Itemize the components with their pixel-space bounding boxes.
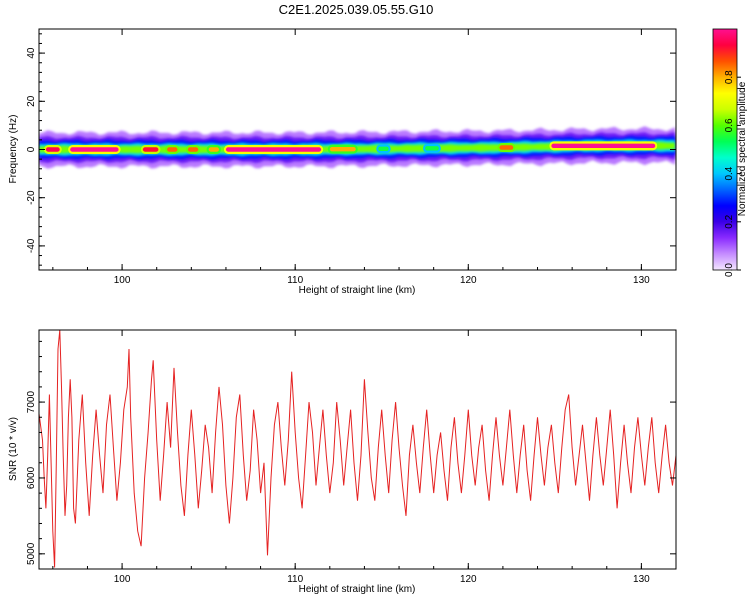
heatmap-peak <box>167 147 178 152</box>
heatmap-peak <box>551 143 656 149</box>
heatmap-peak <box>499 145 514 150</box>
heatmap-peak <box>225 147 322 152</box>
snr-x-tick-label: 130 <box>633 574 650 585</box>
heatmap-y-tick-label: -20 <box>26 190 37 205</box>
page-title: C2E1.2025.039.05.55.G10 <box>279 2 434 17</box>
heatmap-y-tick-label: 20 <box>26 95 37 107</box>
colorbar: 0.0 0.2 0.4 0.6 0.8 Normalized spectral ampl… <box>712 28 748 277</box>
snr-y-tick-label: 7000 <box>26 391 37 414</box>
snr-panel: 100 110 120 130 5000 6000 7000 Height of stra… <box>8 329 677 595</box>
colorbar-tick-label: 0.8 <box>724 70 735 84</box>
heatmap-peak <box>142 147 159 152</box>
heatmap-y-axis-label: Frequency (Hz) <box>8 115 19 184</box>
heatmap-x-axis-label: Height of straight line (km) <box>299 285 416 296</box>
heatmap-x-tick-label: 100 <box>114 275 131 286</box>
heatmap-y-tick-label: 40 <box>26 47 37 59</box>
colorbar-tick-label: 0.4 <box>724 166 735 180</box>
heatmap-peak <box>425 146 439 151</box>
heatmap-peak <box>45 147 60 152</box>
snr-x-tick-label: 100 <box>114 574 131 585</box>
heatmap-layer <box>39 126 676 169</box>
colorbar-tick-label: 0.0 <box>724 263 735 277</box>
colorbar-tick-label: 0.2 <box>724 214 735 228</box>
heatmap-peak <box>208 147 220 152</box>
snr-x-axis-label: Height of straight line (km) <box>299 584 416 595</box>
snr-frame <box>38 329 677 570</box>
heatmap-x-tick-label: 110 <box>287 275 303 286</box>
colorbar-tick-label: 0.6 <box>724 118 735 132</box>
snr-series-line <box>39 330 676 568</box>
snr-x-ticks: 100 110 120 130 <box>52 330 677 585</box>
heatmap-x-tick-label: 130 <box>633 275 650 286</box>
heatmap-y-ticks: -40 -20 0 20 40 <box>26 33 676 266</box>
snr-y-ticks: 5000 6000 7000 <box>26 340 676 570</box>
heatmap-peak <box>70 147 119 152</box>
heatmap-peak <box>378 146 389 152</box>
heatmap-x-tick-label: 120 <box>460 275 477 286</box>
heatmap-peak <box>329 146 356 152</box>
colorbar-ticks: 0.0 0.2 0.4 0.6 0.8 <box>724 70 741 277</box>
snr-y-axis-label: SNR (10 * v/v) <box>8 417 19 481</box>
heatmap-panel: 100 110 120 130 -40 -20 0 20 40 Height of strai… <box>8 28 677 296</box>
snr-x-tick-label: 120 <box>460 574 477 585</box>
heatmap-peak <box>187 147 199 152</box>
snr-y-tick-label: 6000 <box>26 466 37 489</box>
heatmap-y-tick-label: 0 <box>26 146 37 152</box>
colorbar-label: Normalized spectral amplitude <box>737 81 748 216</box>
snr-plot-area <box>39 330 676 569</box>
colorbar-gradient <box>713 29 737 270</box>
heatmap-x-ticks: 100 110 120 130 <box>52 29 677 286</box>
colorbar-frame <box>712 28 738 271</box>
heatmap-y-tick-label: -40 <box>26 238 37 253</box>
snr-y-tick-label: 5000 <box>26 542 37 565</box>
snr-x-tick-label: 110 <box>287 574 303 585</box>
